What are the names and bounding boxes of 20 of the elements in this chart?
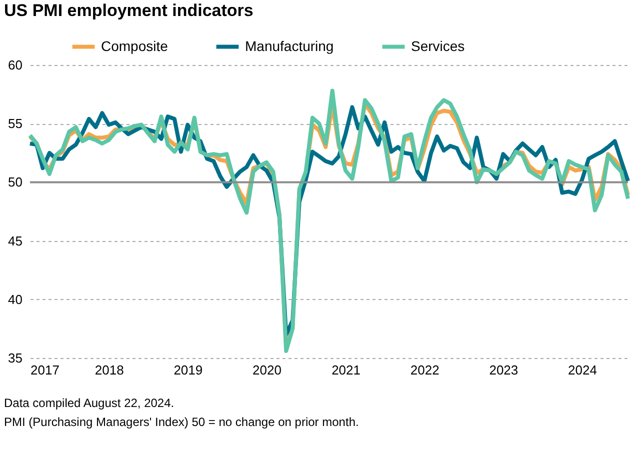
- y-tick-label: 50: [8, 174, 22, 190]
- x-tick-label: 2023: [489, 362, 518, 378]
- text: PMI (Purchasing Managers' Index) 50 = no change on prior month.: [4, 415, 359, 429]
- x-tick-label: 2021: [332, 362, 360, 378]
- x-tick-label: 2018: [94, 362, 124, 378]
- x-tick-label: 2019: [174, 362, 203, 378]
- y-tick-label: 45: [8, 233, 22, 248]
- y-tick-label: 60: [8, 58, 22, 72]
- x-tick-label: 2024: [568, 362, 597, 378]
- y-tick-label: 35: [8, 350, 22, 366]
- text: Data compiled August 22, 2024.: [4, 396, 174, 410]
- chart-title: US PMI employment indicators: [4, 1, 254, 20]
- x-tick-label: 2022: [410, 362, 440, 378]
- legend-label: Composite: [101, 38, 168, 54]
- legend-label: Manufacturing: [245, 38, 334, 54]
- y-tick-label: 55: [8, 116, 22, 132]
- y-tick-label: 40: [8, 292, 22, 307]
- x-tick-label: 2017: [30, 362, 60, 378]
- x-tick-label: 2020: [252, 362, 282, 378]
- legend-label: Services: [411, 38, 465, 54]
